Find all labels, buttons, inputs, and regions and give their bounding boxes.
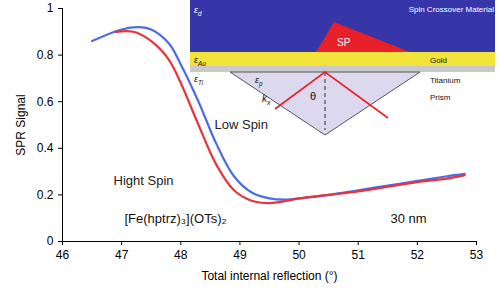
svg-text:Total internal reflection (°): Total internal reflection (°) (201, 269, 337, 283)
svg-text:47: 47 (115, 248, 129, 262)
svg-text:49: 49 (233, 248, 247, 262)
svg-text:30 nm: 30 nm (390, 211, 426, 226)
svg-text:SP: SP (337, 37, 351, 48)
svg-text:48: 48 (174, 248, 188, 262)
svg-text:[Fe(hptrz)₃](OTs)₂: [Fe(hptrz)₃](OTs)₂ (124, 211, 226, 226)
svg-text:εp: εp (255, 75, 263, 88)
svg-text:SPR Signal: SPR Signal (14, 94, 28, 155)
svg-text:εAu: εAu (194, 55, 206, 67)
svg-text:Titanium: Titanium (430, 76, 461, 85)
svg-text:kx: kx (262, 93, 271, 106)
svg-text:Spin Crossover Material: Spin Crossover Material (409, 5, 495, 14)
svg-text:θ: θ (310, 90, 316, 102)
svg-text:53: 53 (470, 248, 484, 262)
svg-text:Hight Spin: Hight Spin (114, 173, 174, 188)
svg-text:εTi: εTi (194, 74, 204, 86)
svg-text:51: 51 (352, 248, 366, 262)
svg-text:0.8: 0.8 (37, 48, 54, 62)
svg-text:52: 52 (411, 248, 425, 262)
svg-text:46: 46 (56, 248, 70, 262)
svg-text:0.6: 0.6 (37, 95, 54, 109)
svg-text:50: 50 (292, 248, 306, 262)
svg-text:0: 0 (47, 234, 54, 248)
svg-text:0.4: 0.4 (37, 141, 54, 155)
svg-text:0.2: 0.2 (37, 188, 54, 202)
svg-text:1: 1 (47, 1, 54, 15)
svg-text:Gold: Gold (430, 56, 447, 65)
svg-text:εd: εd (194, 5, 202, 17)
svg-text:Prism: Prism (430, 93, 451, 102)
svg-text:Low Spin: Low Spin (215, 117, 268, 132)
